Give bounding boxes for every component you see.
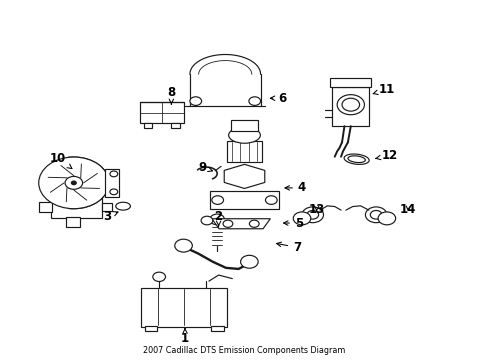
Circle shape <box>240 255 258 268</box>
Circle shape <box>341 98 359 111</box>
Text: 3: 3 <box>102 210 118 223</box>
Circle shape <box>369 211 381 219</box>
Text: 2: 2 <box>214 210 222 226</box>
Circle shape <box>209 214 224 225</box>
Bar <box>331 87 368 126</box>
Bar <box>65 217 80 226</box>
Bar <box>211 326 223 330</box>
Circle shape <box>201 216 212 225</box>
Text: 11: 11 <box>372 83 394 96</box>
Circle shape <box>293 212 310 225</box>
Bar <box>140 102 183 123</box>
Circle shape <box>189 97 201 105</box>
Text: 14: 14 <box>399 203 416 216</box>
Ellipse shape <box>347 156 365 163</box>
Bar <box>170 123 179 128</box>
Ellipse shape <box>116 202 130 210</box>
Polygon shape <box>224 165 264 189</box>
Circle shape <box>336 95 364 115</box>
Text: 1: 1 <box>181 329 189 345</box>
Circle shape <box>377 212 395 225</box>
Text: 10: 10 <box>50 152 72 168</box>
Circle shape <box>223 220 232 227</box>
Circle shape <box>87 191 97 198</box>
Circle shape <box>174 239 192 252</box>
Circle shape <box>71 181 76 185</box>
Circle shape <box>265 196 277 204</box>
Ellipse shape <box>344 154 368 165</box>
Bar <box>105 168 119 197</box>
Text: 13: 13 <box>308 203 324 216</box>
Text: 2007 Cadillac DTS Emission Components Diagram: 2007 Cadillac DTS Emission Components Di… <box>143 346 345 355</box>
Text: 5: 5 <box>283 216 303 230</box>
Polygon shape <box>210 192 278 209</box>
Circle shape <box>302 207 323 223</box>
Text: 6: 6 <box>270 92 286 105</box>
Text: 12: 12 <box>375 149 397 162</box>
Bar <box>144 326 157 330</box>
Bar <box>39 202 52 212</box>
Bar <box>329 78 370 87</box>
Circle shape <box>65 176 82 189</box>
Bar <box>231 121 257 131</box>
Text: 8: 8 <box>167 86 175 104</box>
Bar <box>227 141 261 162</box>
Circle shape <box>248 97 260 105</box>
Circle shape <box>306 211 318 219</box>
Circle shape <box>211 196 223 204</box>
Circle shape <box>153 272 165 282</box>
Text: 7: 7 <box>276 241 301 254</box>
Ellipse shape <box>228 127 260 143</box>
Bar <box>102 203 112 211</box>
Bar <box>141 288 227 327</box>
Text: 9: 9 <box>198 161 212 174</box>
Bar <box>143 123 152 128</box>
Text: 4: 4 <box>285 181 305 194</box>
Circle shape <box>39 157 109 209</box>
Circle shape <box>75 191 85 198</box>
Circle shape <box>110 189 118 195</box>
Circle shape <box>249 220 259 227</box>
Bar <box>51 194 102 218</box>
Circle shape <box>365 207 386 223</box>
Circle shape <box>110 171 118 177</box>
Circle shape <box>58 191 68 198</box>
Polygon shape <box>211 219 270 229</box>
